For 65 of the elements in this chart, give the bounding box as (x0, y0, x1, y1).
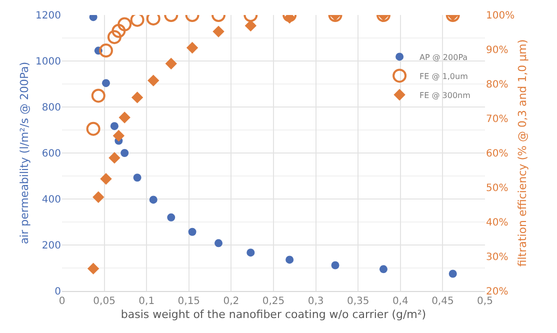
point (212, 26, 224, 38)
y-tick-label: 400 (42, 194, 61, 206)
point (118, 17, 132, 32)
point (149, 196, 158, 204)
y2-tick-label: 60% (486, 148, 508, 160)
point (130, 15, 144, 27)
point (102, 79, 110, 88)
point (110, 122, 118, 130)
point (186, 42, 198, 54)
y-tick-label: 200 (42, 240, 61, 252)
y-tick-label: 600 (42, 148, 61, 160)
point (86, 122, 100, 136)
x-tick-label: 0,1 (138, 296, 155, 307)
point (98, 44, 113, 58)
point (148, 74, 160, 86)
point (331, 261, 340, 270)
y-tick-label: 1000 (36, 56, 61, 68)
y-tick-label: 1200 (36, 10, 61, 22)
x-tick-label: 0,35 (346, 296, 370, 307)
y2-tick-label: 70% (486, 114, 508, 125)
y-tick-label: 0 (54, 286, 61, 298)
point (448, 270, 457, 278)
x-tick-label: 0,45 (432, 296, 454, 307)
y2-axis-title: filtration efficiency (% @ 0,3 and 1,0 µm) (516, 39, 529, 267)
point (167, 213, 176, 222)
legend-label: FE @ 1,0um (420, 72, 468, 81)
x-tick-label: 0,2 (223, 296, 240, 307)
point (286, 256, 294, 264)
point (100, 173, 112, 185)
point (91, 88, 106, 103)
point (379, 265, 388, 274)
point (120, 149, 129, 157)
point (89, 15, 98, 22)
legend-label: FE @ 300nm (420, 90, 471, 100)
y2-tick-label: 20% (486, 286, 508, 298)
y2-tick-label: 80% (486, 80, 508, 90)
x-tick-label: 0,3 (308, 296, 324, 307)
legend-label: AP @ 200Pa (420, 52, 468, 62)
x-axis-title: basis weight of the nanofiber coating w/o carrier (g/m²) (120, 308, 426, 322)
point (214, 239, 223, 248)
y2-tick-label: 30% (486, 252, 508, 263)
x-tick-label: 0,5 (477, 296, 493, 307)
point (112, 24, 126, 38)
y-tick-label: 800 (42, 102, 61, 114)
x-tick-label: 0,4 (392, 296, 408, 307)
y2-tick-label: 90% (486, 45, 508, 56)
y2-tick-label: 100% (486, 10, 515, 22)
y2-tick-label: 40% (486, 218, 508, 228)
point (131, 92, 144, 104)
x-tick-label: 0,05 (93, 296, 116, 307)
point (87, 262, 100, 274)
point (188, 228, 196, 236)
point (118, 112, 130, 124)
point (108, 152, 120, 164)
point (165, 58, 177, 70)
y2-tick-label: 50% (486, 183, 508, 194)
point (107, 30, 122, 44)
y-axis-title: air permeability (l/m²/s @ 200Pa) (18, 62, 32, 244)
x-tick-label: 0,15 (178, 296, 200, 307)
x-tick-label: 0,25 (262, 296, 285, 307)
point (133, 174, 142, 182)
point (246, 248, 255, 257)
point (112, 130, 125, 142)
point (92, 191, 104, 204)
point (244, 20, 257, 32)
